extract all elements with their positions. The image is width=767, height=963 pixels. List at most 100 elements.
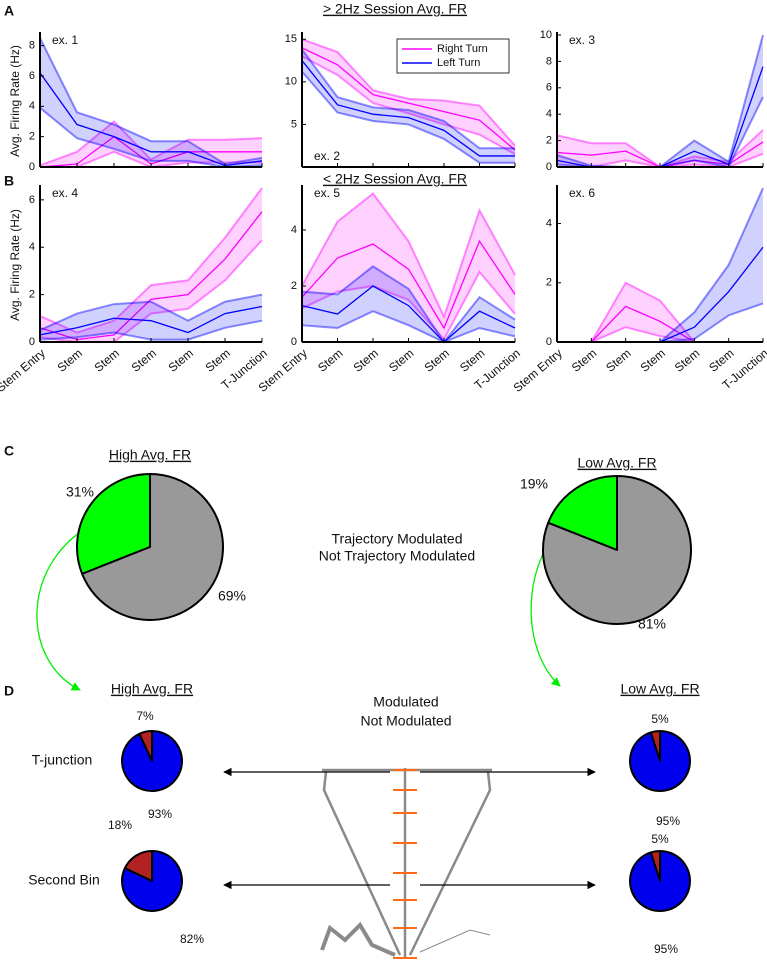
x-tick-label: Stem [603, 346, 633, 375]
mean-line [301, 285, 516, 343]
pie-slice [542, 475, 692, 625]
bound-line [301, 55, 516, 156]
row-title: > 2Hz Session Avg. FR [323, 1, 467, 17]
x-tick-label: Stem [457, 346, 487, 375]
error-band [40, 294, 262, 340]
row-title: < 2Hz Session Avg. FR [323, 171, 467, 187]
legend-label: Not Trajectory Modulated [319, 548, 475, 564]
x-tick-label: Stem [422, 346, 452, 375]
annotation: ex. 6 [569, 186, 595, 200]
legend-label: Right Turn [437, 43, 488, 55]
pie-slice [629, 850, 691, 912]
annotation: ex. 1 [52, 33, 78, 47]
value-label: 7% [136, 709, 154, 723]
pie-chart: 19% 81% Low Avg. FR [520, 455, 692, 632]
error-band [40, 121, 262, 167]
y-tick-label: 2 [29, 289, 35, 301]
bound-line [659, 187, 764, 343]
error-band [40, 38, 262, 167]
bound-line [301, 192, 516, 320]
y-tick-label: 0 [29, 336, 35, 348]
y-tick-label: 6 [546, 82, 552, 94]
y-axis-label: Avg. Firing Rate (Hz) [8, 45, 22, 157]
mean-line [301, 239, 516, 330]
mean-line [301, 60, 515, 157]
line-chart: 0 2 4 6 8 10 ex. 3 [540, 29, 764, 173]
x-tick-label: Stem [129, 346, 159, 375]
x-tick-label: Stem [315, 346, 345, 375]
pie-chart: 5% 95% [629, 832, 691, 956]
pie-slice [121, 850, 183, 912]
y-tick-label: 5 [291, 118, 297, 130]
mean-line [39, 305, 263, 336]
x-tick-label: Stem [92, 346, 122, 375]
y-tick-label: 6 [29, 194, 35, 206]
x-tick-label: Stem [166, 346, 196, 375]
y-tick-label: 6 [29, 70, 35, 82]
error-band [302, 39, 515, 155]
bound-line [39, 293, 263, 332]
bin-markers [393, 769, 417, 959]
connector-arrow [36, 521, 98, 691]
y-tick-label: 15 [285, 33, 297, 45]
pie-chart: 5% 95% [629, 712, 691, 828]
pie-chart: 18% 82% [108, 818, 204, 946]
bound-line [39, 187, 263, 334]
legend-label: Trajectory Modulated [332, 531, 463, 547]
pie-chart: 7% 93% [121, 709, 183, 821]
value-label: 31% [66, 484, 94, 500]
annotation: ex. 2 [314, 149, 340, 163]
bound-line [301, 38, 516, 147]
panel-label: C [4, 443, 14, 459]
error-band [40, 188, 262, 342]
legend-label: Not Modulated [360, 713, 451, 729]
panel-label: A [4, 3, 14, 19]
line-chart: 5 10 15 ex. 2 Right Turn Left Turn [285, 32, 516, 168]
pie-slice [81, 473, 224, 621]
bound-line [301, 70, 515, 164]
mean-line [659, 246, 764, 343]
panel-label: D [4, 683, 14, 699]
pie-slice [547, 475, 618, 551]
bound-line [301, 310, 516, 344]
chart-title: High Avg. FR [109, 447, 191, 463]
y-tick-label: 0 [291, 336, 297, 348]
y-tick-label: 4 [29, 241, 35, 253]
error-band [660, 188, 763, 342]
annotation: ex. 3 [569, 33, 595, 47]
value-label: 5% [651, 712, 669, 726]
x-tick-label: Stem [351, 346, 381, 375]
y-tick-label: 2 [29, 131, 35, 143]
legend-label: Left Turn [437, 57, 480, 69]
chart-title: Low Avg. FR [577, 455, 656, 471]
value-label: 95% [656, 814, 680, 828]
bound-line [659, 302, 764, 343]
error-band [302, 266, 515, 342]
maze-image [320, 768, 492, 958]
y-tick-label: 4 [291, 224, 297, 236]
x-tick-label: Stem [55, 346, 85, 375]
mean-line [590, 305, 695, 343]
pie-slice [76, 473, 151, 575]
legend-label: Modulated [373, 694, 438, 710]
y-tick-label: 10 [540, 29, 552, 41]
error-band [557, 130, 763, 167]
bound-line [301, 270, 516, 341]
x-tick-label: Stem [672, 346, 702, 375]
value-label: 81% [638, 616, 666, 632]
y-tick-label: 0 [546, 336, 552, 348]
pie-chart: 31% 69% High Avg. FR [66, 447, 246, 621]
bound-line [39, 120, 263, 167]
y-tick-label: 4 [546, 217, 552, 229]
panel-label: B [4, 173, 14, 189]
bound-line [590, 281, 696, 343]
row-label: Second Bin [28, 872, 100, 888]
value-label: 93% [148, 807, 172, 821]
x-tick-label: Stem [569, 346, 599, 375]
y-tick-label: 2 [546, 135, 552, 147]
y-tick-label: 2 [291, 280, 297, 292]
value-label: 82% [180, 932, 204, 946]
